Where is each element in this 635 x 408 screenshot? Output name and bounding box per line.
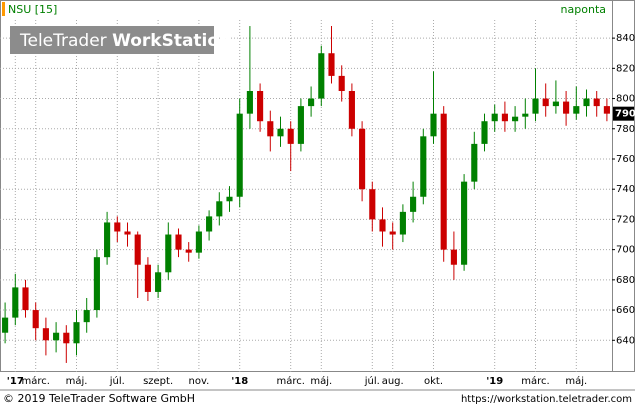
y-tick-label: 740 — [616, 184, 635, 195]
y-tick-label: 720 — [616, 214, 635, 225]
url[interactable]: https://workstation.teletrader.com — [461, 394, 632, 405]
candle-body — [440, 113, 447, 250]
candle-body — [308, 98, 315, 107]
y-tick-label: 820 — [616, 63, 635, 74]
candle-body — [471, 143, 478, 182]
candle-body — [73, 322, 80, 344]
candle-body — [287, 128, 294, 144]
last-value-label: 790 — [615, 109, 635, 120]
x-tick-label: '18 — [231, 376, 248, 387]
candle-body — [297, 106, 304, 144]
candle-body — [165, 234, 172, 273]
candle-body — [563, 101, 570, 114]
candle-body — [93, 257, 100, 311]
candle-body — [257, 91, 264, 122]
x-tick-label: szept. — [143, 376, 173, 387]
candle-body — [216, 201, 223, 217]
candle-body — [399, 211, 406, 235]
candle-body — [53, 332, 60, 341]
candle-body — [573, 106, 580, 114]
candle-body — [522, 113, 529, 117]
candle-body — [532, 98, 539, 114]
y-tick-label: 780 — [616, 124, 635, 135]
candle-body — [542, 98, 549, 107]
y-tick-label: 640 — [616, 335, 635, 346]
candle-body — [501, 113, 508, 122]
y-tick-label: 680 — [616, 275, 635, 286]
candle-body — [359, 128, 366, 190]
candle-body — [236, 113, 243, 197]
candle-body — [603, 106, 610, 114]
x-tick-label: '19 — [486, 376, 503, 387]
candle-body — [124, 231, 131, 235]
candle-body — [246, 91, 253, 114]
candle-body — [277, 128, 284, 137]
y-tick-label: 840 — [616, 33, 635, 44]
x-tick-label: máj. — [66, 375, 88, 387]
plot-frame — [0, 0, 613, 372]
candle-body — [42, 328, 49, 341]
candle-body — [114, 222, 121, 232]
x-tick-label: okt. — [424, 376, 443, 387]
watermark-light: TeleTrader — [19, 31, 107, 51]
candle-body — [206, 216, 213, 232]
x-tick-label: márc. — [276, 375, 304, 387]
symbol-marker — [2, 2, 5, 16]
candle-body — [175, 234, 182, 250]
y-tick-label: 700 — [616, 245, 635, 256]
y-tick-label: 660 — [616, 305, 635, 316]
x-tick-label: aug. — [382, 376, 404, 387]
interval-label[interactable]: naponta — [561, 3, 606, 16]
x-tick-label: máj. — [565, 375, 587, 387]
watermark: TeleTrader WorkStation — [19, 31, 231, 51]
symbol-label[interactable]: NSU [15] — [8, 3, 57, 16]
candle-body — [155, 272, 162, 292]
candle-body — [12, 287, 19, 318]
last-value-box — [613, 106, 634, 121]
candle-body — [185, 249, 192, 253]
candle-body — [481, 121, 488, 144]
candle-body — [318, 53, 325, 99]
candle-body — [430, 113, 437, 137]
candle-body — [226, 196, 233, 202]
candle-body — [104, 222, 111, 258]
candle-body — [461, 181, 468, 265]
y-tick-label: 760 — [616, 154, 635, 165]
copyright: © 2019 TeleTrader Software GmbH — [3, 392, 195, 405]
candle-body — [410, 196, 417, 212]
candle-body — [267, 121, 274, 137]
candle-body — [328, 53, 335, 76]
candle-body — [32, 310, 39, 329]
x-tick-label: márc. — [21, 375, 49, 387]
candle-body — [512, 116, 519, 122]
x-tick-label: nov. — [189, 376, 210, 387]
candle-body — [389, 231, 396, 235]
x-tick-label: '17 — [7, 376, 24, 387]
candle-body — [22, 287, 29, 311]
candle-body — [144, 264, 151, 292]
watermark-bold: WorkStation — [112, 31, 231, 51]
watermark-box — [10, 26, 214, 54]
candle-body — [593, 98, 600, 107]
candle-body — [420, 136, 427, 197]
candle-body — [379, 219, 386, 232]
candle-body — [369, 189, 376, 220]
candle-body — [450, 249, 457, 265]
y-tick-label: 800 — [616, 94, 635, 105]
candle-body — [583, 98, 590, 107]
candle-body — [195, 231, 202, 253]
candle-body — [338, 75, 345, 92]
x-tick-label: júl. — [364, 375, 380, 387]
candle-body — [491, 113, 498, 122]
candle-body — [83, 310, 90, 323]
x-tick-label: júl. — [109, 375, 125, 387]
candle-body — [63, 332, 70, 344]
candle-body — [2, 317, 9, 333]
candle-body — [134, 234, 141, 265]
candle-body — [552, 101, 559, 107]
x-tick-label: máj. — [310, 375, 332, 387]
x-tick-label: márc. — [521, 375, 549, 387]
candle-body — [348, 91, 355, 129]
